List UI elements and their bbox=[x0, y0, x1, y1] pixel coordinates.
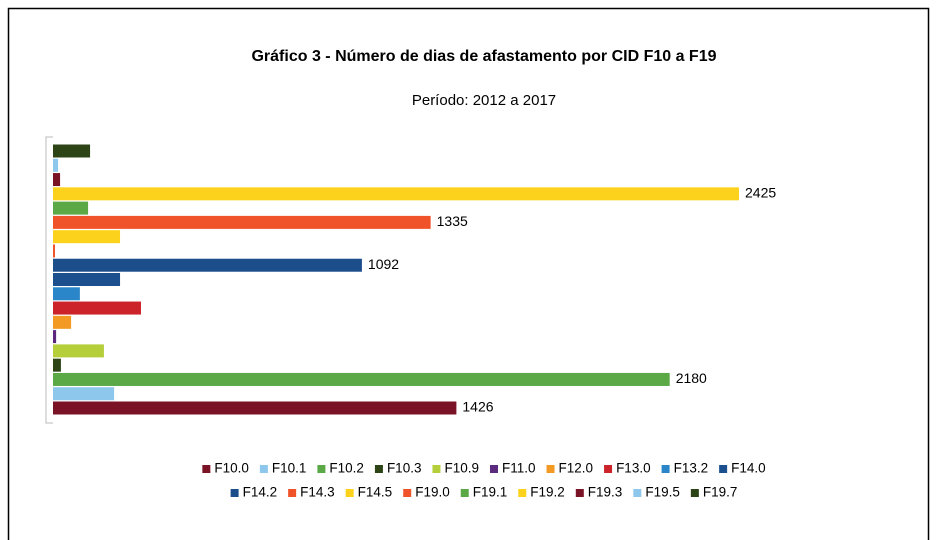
bar bbox=[53, 372, 670, 386]
bar bbox=[53, 358, 61, 372]
legend-swatch bbox=[374, 465, 383, 473]
legend-swatch bbox=[719, 465, 728, 473]
legend-swatch bbox=[202, 465, 211, 473]
legend-label: F19.2 bbox=[530, 485, 565, 500]
legend-swatch bbox=[432, 465, 441, 473]
bar bbox=[53, 330, 57, 344]
legend-swatch bbox=[575, 489, 584, 497]
legend-label: F19.3 bbox=[588, 485, 623, 500]
legend-label: F10.2 bbox=[329, 461, 364, 476]
bar bbox=[53, 244, 55, 258]
legend-label: F14.2 bbox=[243, 485, 278, 500]
legend-label: F13.0 bbox=[616, 461, 651, 476]
bar bbox=[53, 230, 121, 244]
bar bbox=[53, 187, 739, 201]
legend-label: F10.1 bbox=[272, 461, 307, 476]
bar bbox=[53, 301, 141, 315]
data-label: 1335 bbox=[437, 213, 468, 229]
bar bbox=[53, 344, 104, 358]
legend-label: F10.3 bbox=[387, 461, 422, 476]
legend-swatch bbox=[403, 489, 412, 497]
legend-label: F11.0 bbox=[502, 461, 536, 476]
bar bbox=[53, 315, 72, 329]
bar bbox=[53, 144, 91, 158]
legend-label: F14.5 bbox=[358, 485, 393, 500]
legend-label: F19.1 bbox=[473, 485, 508, 500]
legend-label: F12.0 bbox=[559, 461, 594, 476]
legend-swatch bbox=[230, 489, 239, 497]
data-label: 1092 bbox=[368, 256, 399, 272]
legend-label: F14.0 bbox=[731, 461, 766, 476]
legend-swatch bbox=[317, 465, 326, 473]
axis-line bbox=[45, 136, 53, 424]
bar bbox=[53, 401, 457, 415]
bar bbox=[53, 287, 80, 301]
legend-label: F19.7 bbox=[703, 485, 738, 500]
legend-label: F10.0 bbox=[214, 461, 249, 476]
legend-swatch bbox=[690, 489, 699, 497]
legend-label: F14.3 bbox=[300, 485, 335, 500]
chart-subtitle: Período: 2012 a 2017 bbox=[412, 92, 556, 109]
bar bbox=[53, 387, 115, 401]
bar bbox=[53, 201, 89, 215]
bar bbox=[53, 173, 61, 187]
data-label: 1426 bbox=[462, 399, 493, 415]
legend-swatch bbox=[288, 489, 297, 497]
data-label: 2425 bbox=[745, 185, 776, 201]
legend-label: F13.2 bbox=[674, 461, 709, 476]
legend-label: F19.5 bbox=[645, 485, 680, 500]
chart-title: Gráfico 3 - Número de dias de afastament… bbox=[251, 48, 716, 65]
legend-label: F10.9 bbox=[444, 461, 479, 476]
bar bbox=[53, 273, 121, 286]
bar bbox=[53, 215, 431, 229]
bar bbox=[53, 158, 59, 172]
legend-swatch bbox=[259, 465, 268, 473]
legend-label: F19.0 bbox=[415, 485, 450, 500]
legend-swatch bbox=[460, 489, 469, 497]
legend-swatch bbox=[661, 465, 670, 473]
legend-swatch bbox=[633, 489, 642, 497]
legend-swatch bbox=[518, 489, 527, 497]
legend-swatch bbox=[546, 465, 555, 473]
bar bbox=[53, 258, 362, 272]
legend-swatch bbox=[345, 489, 354, 497]
legend-swatch bbox=[604, 465, 613, 473]
data-label: 2180 bbox=[676, 370, 707, 386]
legend-swatch bbox=[490, 465, 498, 473]
frame bbox=[7, 7, 930, 540]
